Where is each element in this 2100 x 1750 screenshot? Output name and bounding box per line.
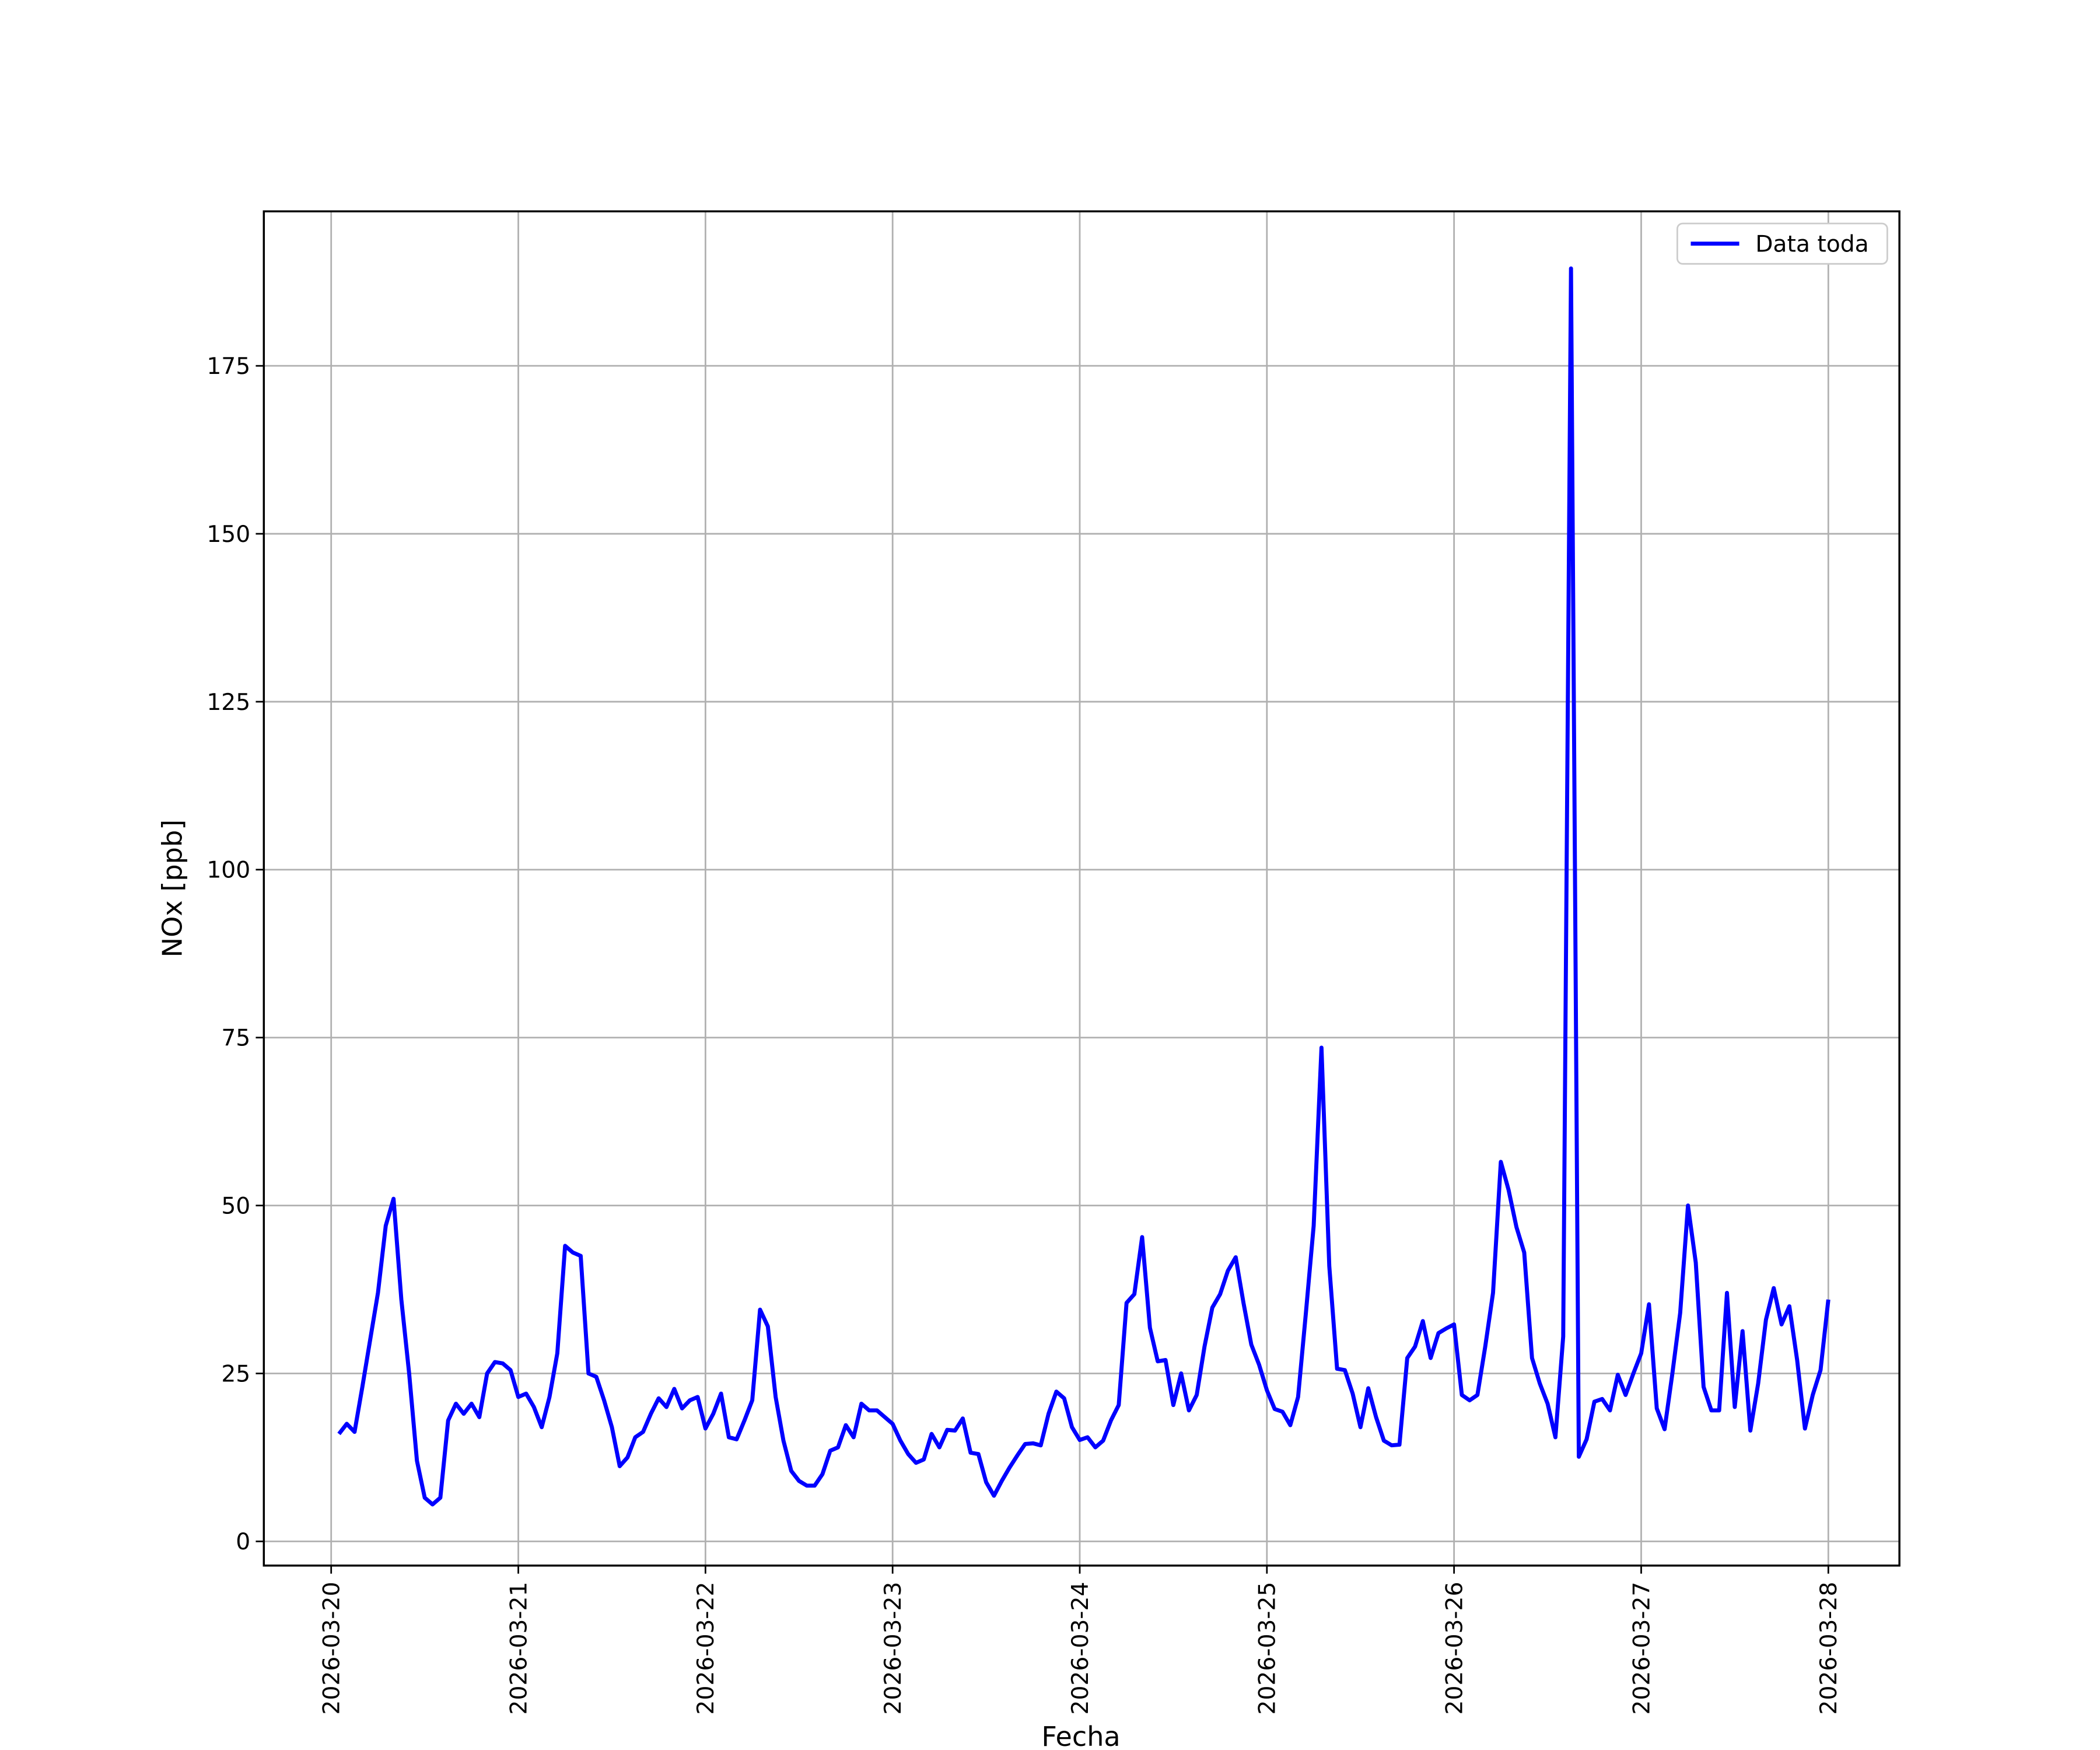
- y-tick-label: 150: [206, 522, 250, 548]
- x-tick-label: 2026-03-28: [1816, 1582, 1842, 1715]
- y-tick-label: 25: [221, 1361, 250, 1387]
- y-tick-label: 0: [236, 1529, 250, 1555]
- y-axis-label: NOx [ppb]: [157, 820, 188, 958]
- x-tick-label: 2026-03-26: [1441, 1582, 1468, 1715]
- x-tick-label: 2026-03-20: [319, 1582, 345, 1715]
- x-tick-label: 2026-03-25: [1255, 1582, 1281, 1715]
- x-tick-label: 2026-03-21: [506, 1582, 532, 1715]
- data-line: [337, 266, 1831, 1507]
- y-tick-label: 75: [221, 1026, 250, 1052]
- x-tick-label: 2026-03-27: [1629, 1582, 1655, 1715]
- y-tick-label: 50: [221, 1193, 250, 1219]
- x-tick-label: 2026-03-23: [880, 1582, 907, 1715]
- y-tick-label: 175: [206, 354, 250, 380]
- plot-frame: [262, 210, 1901, 1567]
- y-tick-label: 125: [206, 690, 250, 716]
- x-axis-label: Fecha: [1041, 1721, 1120, 1750]
- x-tick-label: 2026-03-22: [693, 1582, 719, 1715]
- x-tick-label: 2026-03-24: [1068, 1582, 1094, 1715]
- legend-box: [1676, 222, 1888, 265]
- legend-label: Data toda: [1755, 232, 1868, 258]
- y-tick-label: 100: [206, 858, 250, 884]
